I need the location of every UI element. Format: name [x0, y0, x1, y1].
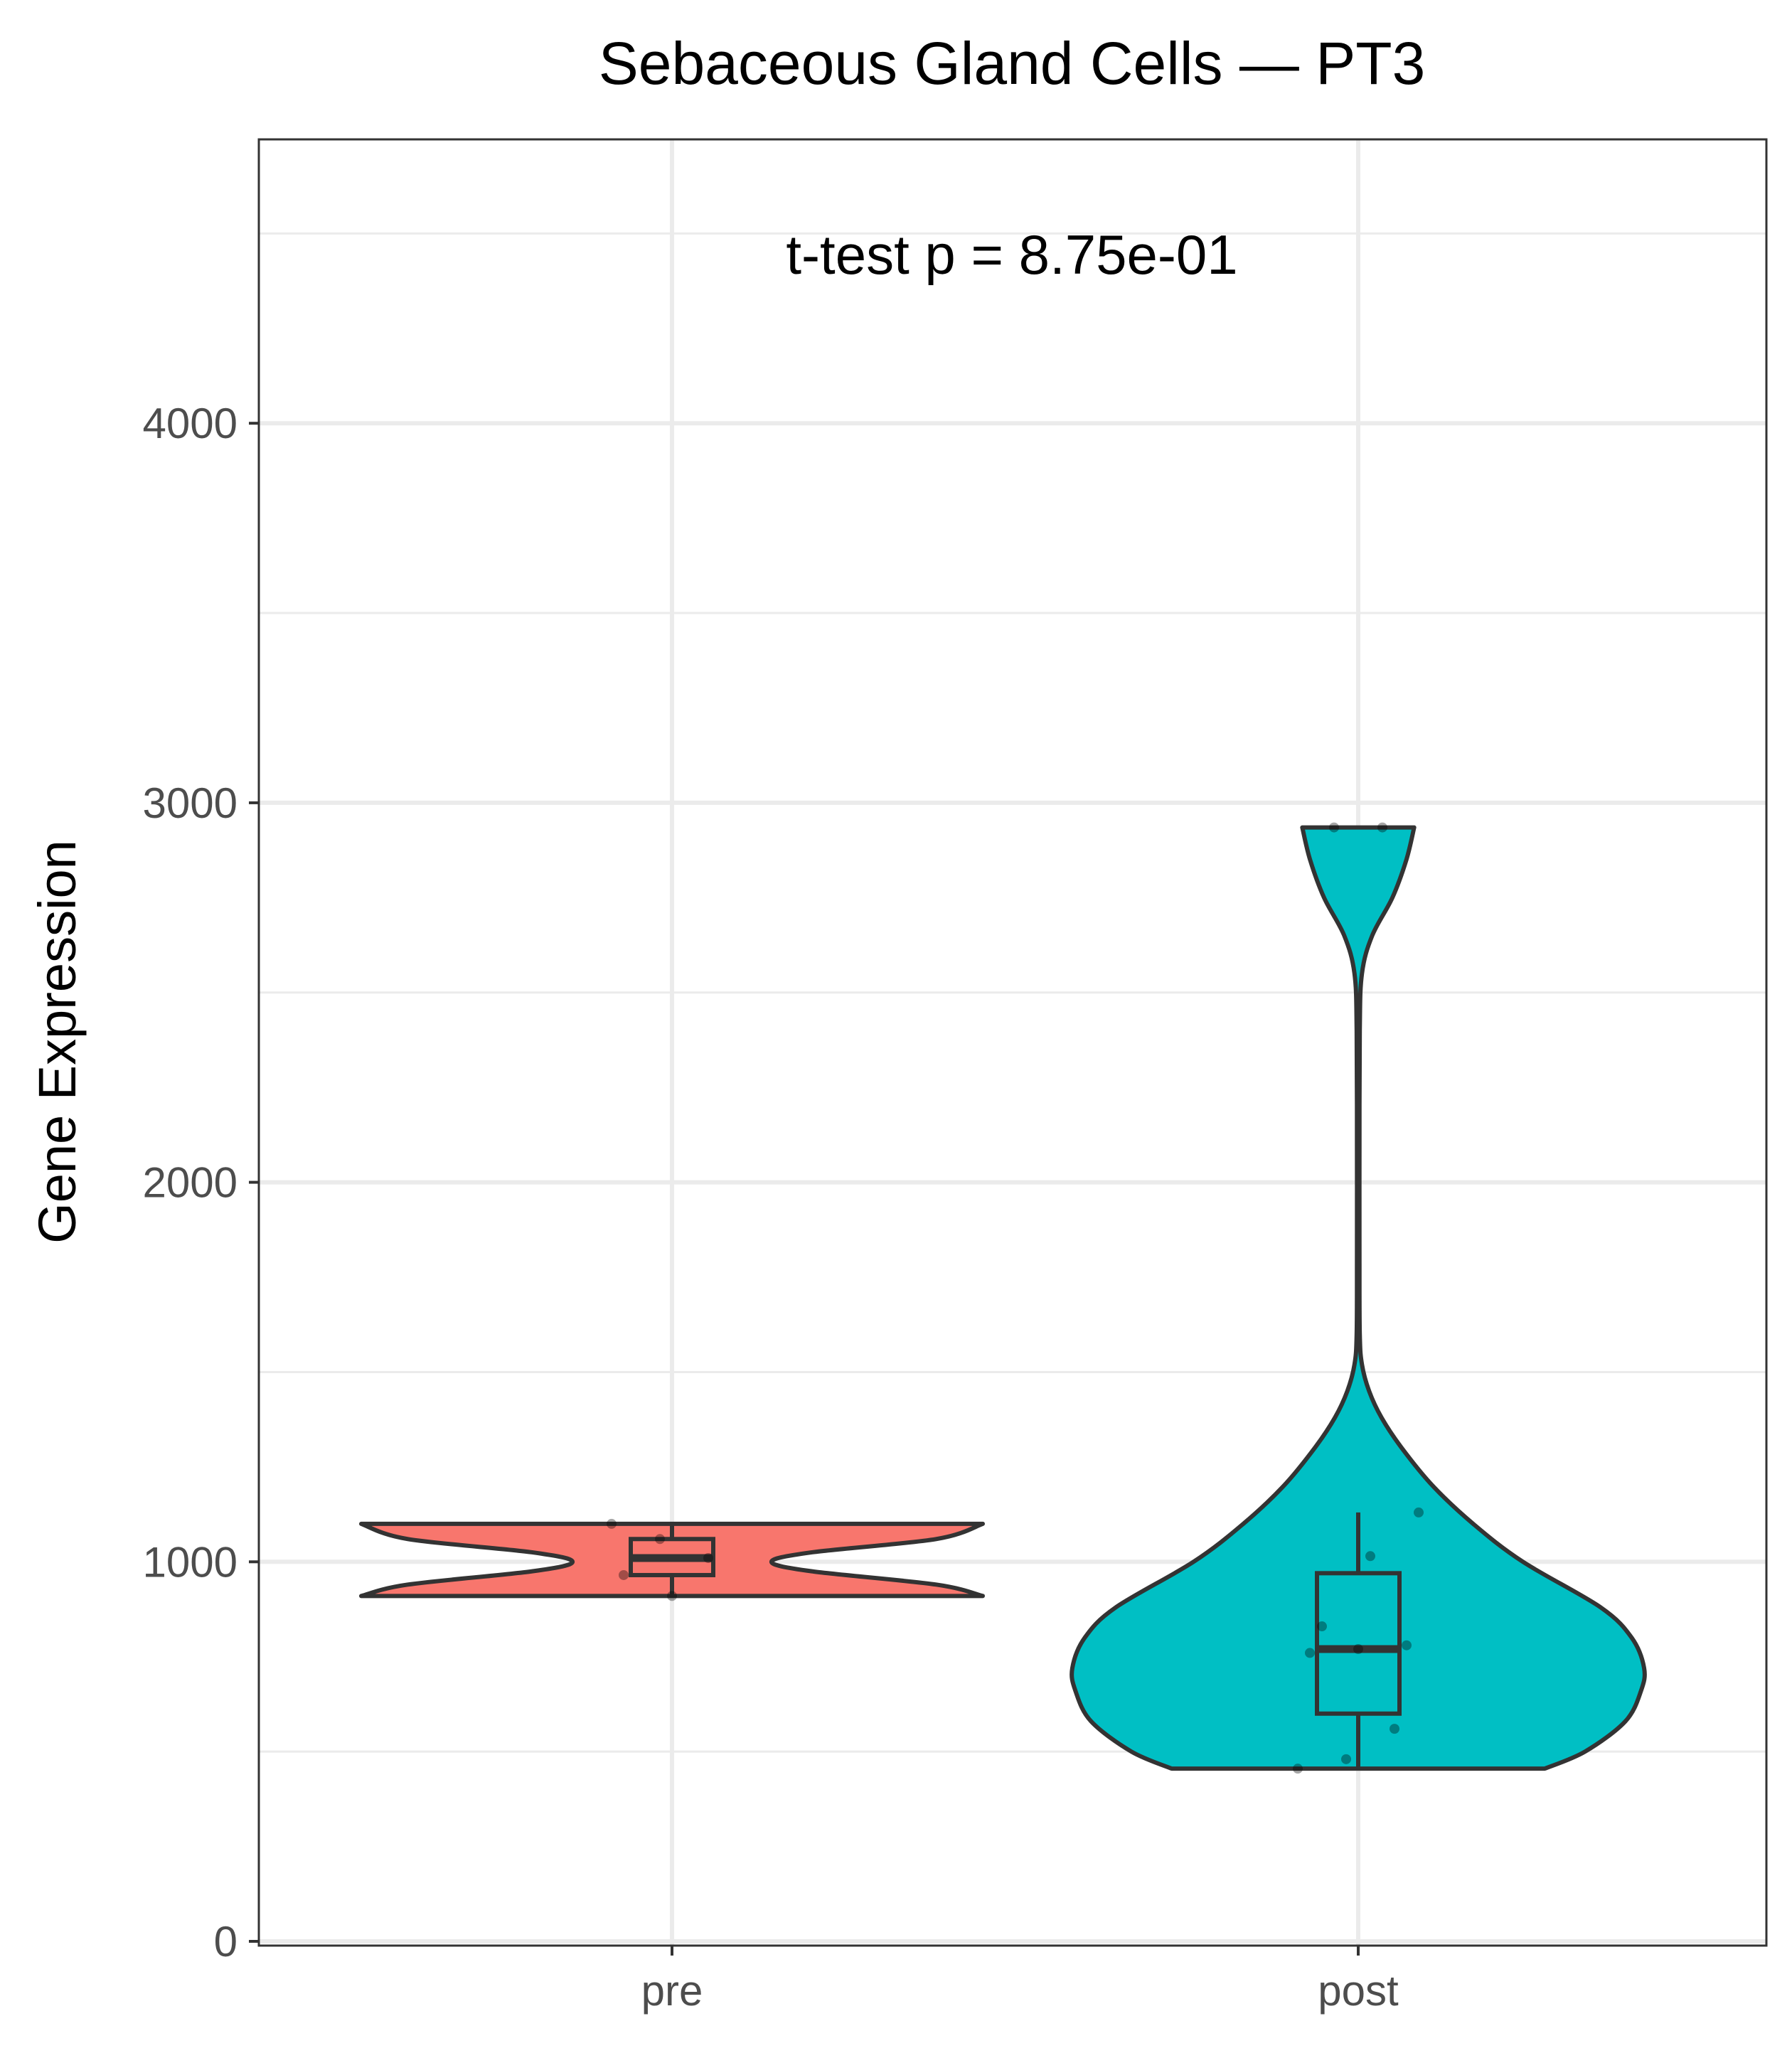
data-point-post [1377, 822, 1387, 833]
box-post [1315, 1571, 1402, 1716]
y-tick-label: 1000 [143, 1538, 238, 1586]
data-point-pre [655, 1534, 665, 1545]
data-point-pre [619, 1569, 629, 1580]
y-axis-label: Gene Expression [28, 840, 87, 1244]
data-point-post [1293, 1764, 1303, 1774]
y-tick-label: 2000 [143, 1159, 238, 1207]
violin-post [1070, 825, 1647, 1771]
y-tick-label: 3000 [143, 779, 238, 827]
panel-border [257, 138, 1768, 1947]
jitter-points [607, 822, 1424, 1774]
data-point-post [1341, 1754, 1351, 1764]
data-point-post [1353, 1644, 1363, 1655]
data-point-post [1402, 1640, 1412, 1650]
data-point-post [1414, 1507, 1424, 1518]
t-test-annotation: t-test p = 8.75e-01 [786, 223, 1237, 286]
x-axis: pre post [641, 1946, 1399, 2015]
data-point-post [1317, 1621, 1327, 1632]
y-axis: 0 1000 2000 3000 4000 [143, 400, 259, 1966]
data-point-post [1329, 822, 1339, 833]
boxplots [629, 1512, 1402, 1769]
data-point-post [1365, 1551, 1375, 1562]
data-point-post [1390, 1724, 1399, 1734]
y-tick-label: 0 [214, 1918, 238, 1966]
data-point-pre [667, 1591, 677, 1601]
data-point-pre [607, 1518, 617, 1529]
x-tick-label: post [1318, 1967, 1399, 2015]
data-point-post [1305, 1648, 1315, 1658]
data-point-pre [703, 1552, 713, 1563]
chart-title: Sebaceous Gland Cells — PT3 [599, 30, 1426, 97]
y-tick-label: 4000 [143, 400, 238, 447]
x-tick-label: pre [641, 1967, 703, 2015]
